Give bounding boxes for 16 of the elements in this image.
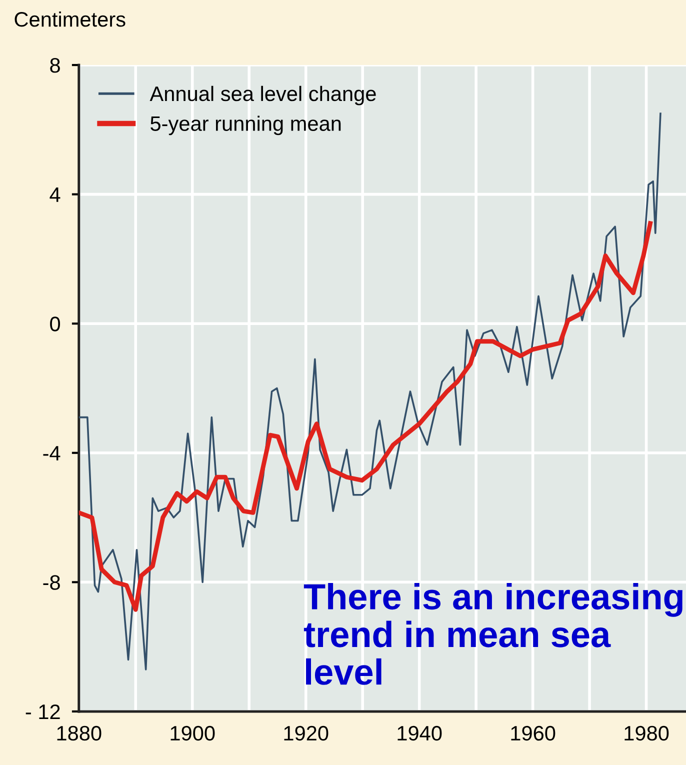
y-tick-label: 0 bbox=[50, 316, 60, 332]
x-tick-label: 1960 bbox=[511, 726, 556, 741]
y-tick-label: -4 bbox=[43, 446, 60, 460]
x-tick-label: 1980 bbox=[624, 726, 669, 741]
y-axis-title: Centimeters bbox=[14, 11, 126, 27]
x-tick-label: 1940 bbox=[398, 726, 442, 741]
x-tick-label: 1920 bbox=[284, 726, 328, 741]
y-tick-label: 8 bbox=[50, 58, 60, 73]
y-tick-label: - 12 bbox=[26, 704, 60, 719]
annotation: There is an increasing trend in mean sea level bbox=[304, 583, 682, 685]
x-tick-label: 1900 bbox=[170, 726, 215, 741]
y-tick-label: -8 bbox=[43, 575, 60, 590]
legend-label: Annual sea level change bbox=[150, 86, 376, 106]
legend-label: 5-year running mean bbox=[150, 116, 341, 136]
y-tick-label: 4 bbox=[50, 188, 60, 202]
x-tick-label: 1880 bbox=[57, 726, 102, 741]
